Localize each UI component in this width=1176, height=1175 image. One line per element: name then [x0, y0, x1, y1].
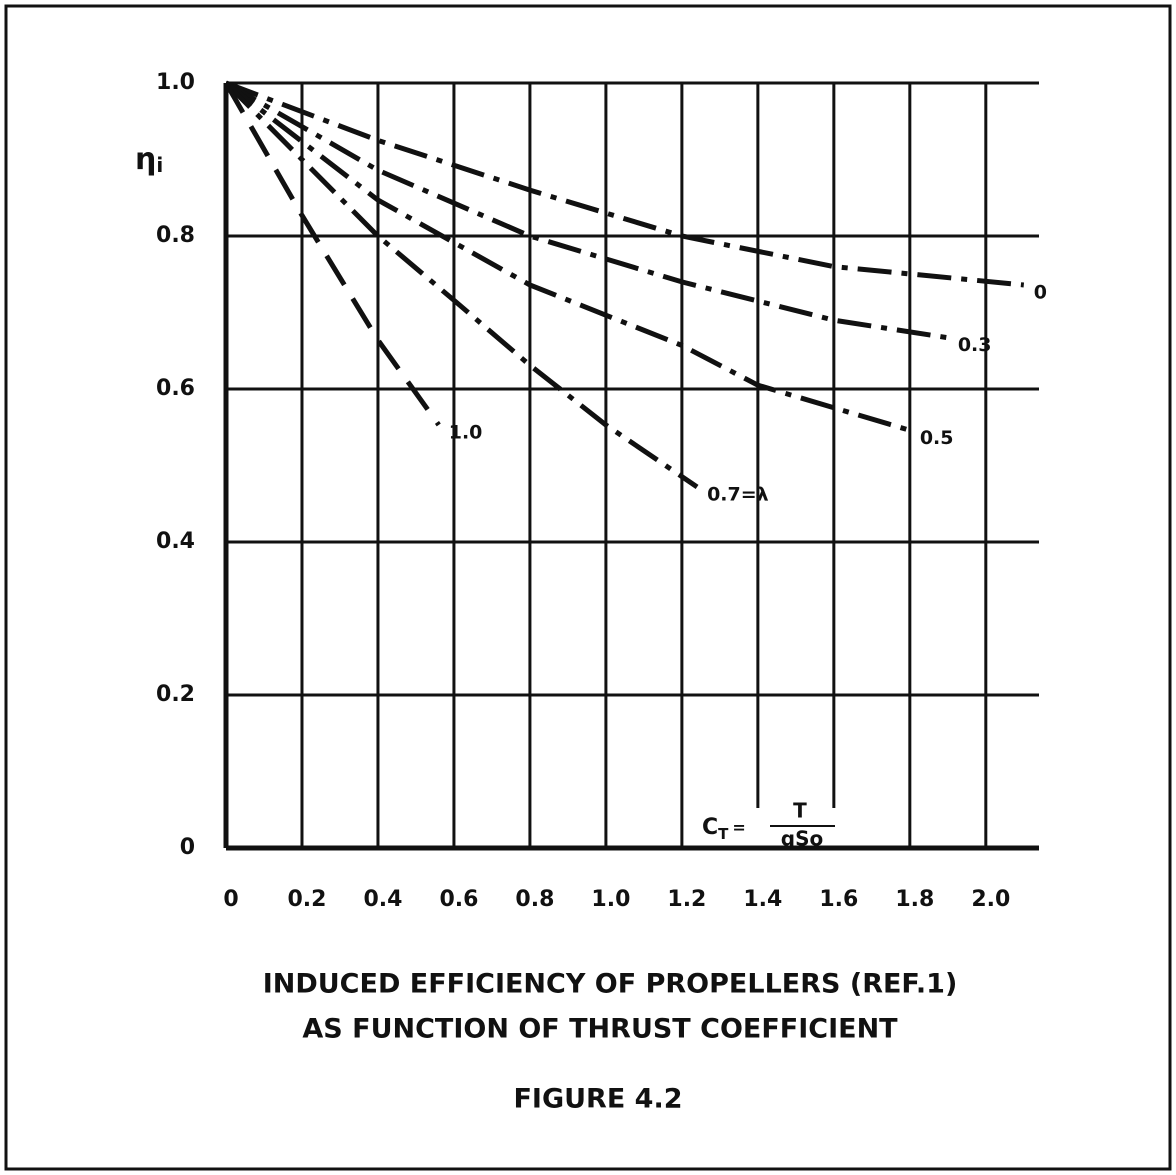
series-label: 1.0	[449, 421, 483, 443]
x-label-subscript: T	[718, 825, 729, 843]
series-line	[224, 81, 699, 489]
x-axis-label: CT =	[702, 815, 746, 843]
x-tick-label: 0.4	[363, 887, 402, 912]
series-line	[223, 81, 441, 427]
y-label-subscript: i	[156, 153, 163, 177]
series-label: 0.5	[920, 427, 954, 449]
y-label-symbol: η	[135, 142, 156, 177]
y-tick-label: 0.8	[156, 223, 195, 248]
series-label: 0	[1034, 281, 1047, 303]
x-tick-label: 1.4	[743, 887, 782, 912]
x-tick-label: 2.0	[971, 887, 1010, 912]
series-label: 0.7=λ	[707, 483, 769, 505]
series-line	[225, 80, 1025, 288]
y-tick-label: 0.4	[156, 529, 195, 554]
x-label-symbol: C	[702, 815, 718, 840]
x-label-box	[695, 808, 840, 850]
x-label-numerator: T	[793, 799, 807, 823]
x-tick-label: 1.6	[819, 887, 858, 912]
x-tick-label: 0.2	[287, 887, 326, 912]
frame	[4, 4, 1172, 1171]
title-line: AS FUNCTION OF THRUST COEFFICIENT	[302, 1014, 898, 1045]
y-tick-label: 1.0	[156, 70, 195, 95]
x-tick-label: 0.8	[515, 887, 554, 912]
x-tick-label: 0.6	[439, 887, 478, 912]
x-tick-label: 1.2	[667, 887, 706, 912]
x-tick-label: 1.8	[895, 887, 934, 912]
x-tick-label: 0	[223, 887, 238, 912]
series-line	[224, 81, 911, 433]
y-axis-label: ηi	[135, 142, 163, 177]
title-line: INDUCED EFFICIENCY OF PROPELLERS (REF.1)	[263, 969, 958, 1000]
y-tick-label: 0	[180, 835, 195, 860]
figure-label: FIGURE 4.2	[513, 1084, 682, 1115]
series-label: 0.3	[958, 334, 992, 356]
x-label-equals: =	[732, 818, 745, 837]
series-line	[224, 80, 949, 341]
y-tick-label: 0.2	[156, 682, 195, 707]
x-tick-label: 1.0	[591, 887, 630, 912]
y-tick-label: 0.6	[156, 376, 195, 401]
